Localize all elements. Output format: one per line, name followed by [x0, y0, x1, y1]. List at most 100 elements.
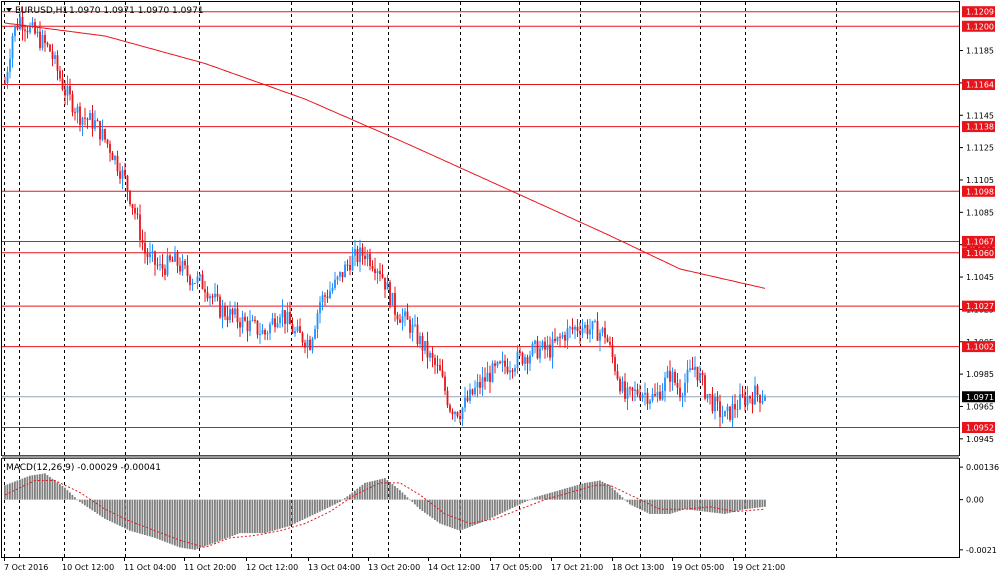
histogram-bar — [269, 499, 271, 532]
candle-body — [101, 129, 104, 140]
histogram-bar — [491, 499, 494, 518]
histogram-bar — [744, 499, 746, 510]
histogram-bar — [619, 494, 621, 500]
candle-body — [81, 117, 84, 125]
histogram-bar — [261, 499, 264, 534]
candle-body — [394, 292, 396, 315]
time-tick-label: 7 Oct 2016 — [4, 563, 48, 572]
candle-body — [691, 368, 694, 370]
candle-body — [599, 332, 601, 341]
candle-body — [471, 389, 474, 395]
histogram-bar — [231, 499, 234, 536]
candle-body — [294, 331, 296, 334]
indicator-axis[interactable]: 0.00136 0.00 -0.0021 — [959, 463, 999, 555]
price-axis[interactable]: 1.11851.11651.11451.11251.11051.10851.10… — [959, 6, 995, 444]
candle-body — [699, 372, 701, 381]
histogram-bar — [186, 499, 189, 549]
histogram-bar — [449, 499, 451, 528]
candle-body — [569, 327, 571, 329]
time-axis[interactable]: 7 Oct 2016 10 Oct 12:00 11 Oct 04:00 11 Oct… — [4, 557, 785, 572]
histogram-bar — [749, 499, 751, 509]
histogram-bar — [239, 499, 241, 534]
candle-body — [739, 394, 741, 410]
dropdown-triangle-icon[interactable] — [6, 8, 12, 12]
candle-body — [96, 120, 99, 122]
histogram-bar — [164, 499, 166, 542]
histogram-bar — [9, 483, 11, 500]
histogram-bar — [156, 499, 159, 539]
histogram-bar — [364, 482, 366, 500]
candle-body — [521, 352, 524, 364]
candle-body — [719, 401, 721, 417]
histogram-bar — [616, 492, 619, 500]
histogram-bar — [271, 499, 274, 531]
histogram-bar — [461, 499, 464, 530]
histogram-bar — [739, 499, 741, 511]
macd-signal — [4, 480, 766, 548]
candle-body — [201, 274, 204, 290]
histogram-bar — [129, 499, 131, 531]
histogram-bar — [196, 499, 199, 549]
candle-body — [406, 311, 409, 320]
time-tick-label: 19 Oct 05:00 — [672, 563, 724, 572]
histogram-bar — [559, 490, 561, 500]
symbol-header[interactable]: EURUSD,H1 1.0970 1.0971 1.0970 1.0971 — [6, 6, 204, 16]
time-tick-label: 12 Oct 12:00 — [246, 563, 298, 572]
candle-body — [344, 264, 346, 278]
histogram-bar — [511, 499, 514, 508]
candle-body — [286, 311, 289, 324]
histogram-bar — [334, 499, 336, 505]
candle-body — [646, 392, 649, 404]
histogram-bar — [454, 499, 456, 529]
candle-body — [326, 296, 329, 298]
histogram-bar — [606, 484, 609, 500]
candle-body — [346, 264, 349, 266]
candle-body — [686, 369, 689, 383]
pane-separator[interactable] — [2, 455, 959, 459]
histogram-bar — [691, 499, 694, 511]
candle-body — [746, 396, 749, 406]
candle-body — [484, 377, 486, 382]
histogram-bar — [211, 499, 214, 544]
histogram-bar — [104, 499, 106, 519]
price-tick-label: 1.0945 — [966, 435, 994, 444]
candle-body — [126, 175, 129, 191]
histogram-bar — [169, 499, 171, 544]
candle-body — [486, 372, 489, 382]
histogram-bar — [481, 499, 484, 523]
histogram-bar — [289, 499, 291, 526]
histogram-bar — [246, 499, 249, 534]
histogram-bar — [114, 499, 116, 524]
candle-body — [649, 400, 651, 404]
candle-body — [479, 381, 481, 388]
candle-body — [121, 169, 124, 179]
candle-body — [111, 152, 114, 161]
histogram-bar — [384, 478, 386, 500]
candle-body — [579, 330, 581, 334]
histogram-bar — [604, 482, 606, 500]
histogram-bar — [396, 488, 399, 500]
histogram-bar — [416, 499, 419, 507]
histogram-bar — [661, 499, 664, 514]
histogram-bar — [244, 499, 246, 534]
histogram-bar — [24, 477, 26, 500]
candle-body — [301, 332, 304, 343]
histogram-bar — [44, 473, 46, 500]
histogram-bar — [279, 499, 281, 529]
histogram-bar — [326, 499, 329, 508]
candle-body — [316, 313, 319, 330]
candle-body — [129, 190, 131, 205]
candle-body — [131, 204, 134, 209]
time-tick-label: 14 Oct 12:00 — [428, 563, 480, 572]
candle-body — [516, 351, 519, 369]
candle-body — [639, 394, 641, 399]
candle-body — [736, 409, 739, 411]
histogram-bar — [746, 499, 749, 509]
candle-body — [384, 277, 386, 290]
histogram-bar — [131, 499, 134, 532]
level-price-tag — [962, 121, 995, 133]
histogram-bar — [264, 499, 266, 534]
histogram-bar — [509, 499, 511, 510]
histogram-bar — [574, 485, 576, 500]
